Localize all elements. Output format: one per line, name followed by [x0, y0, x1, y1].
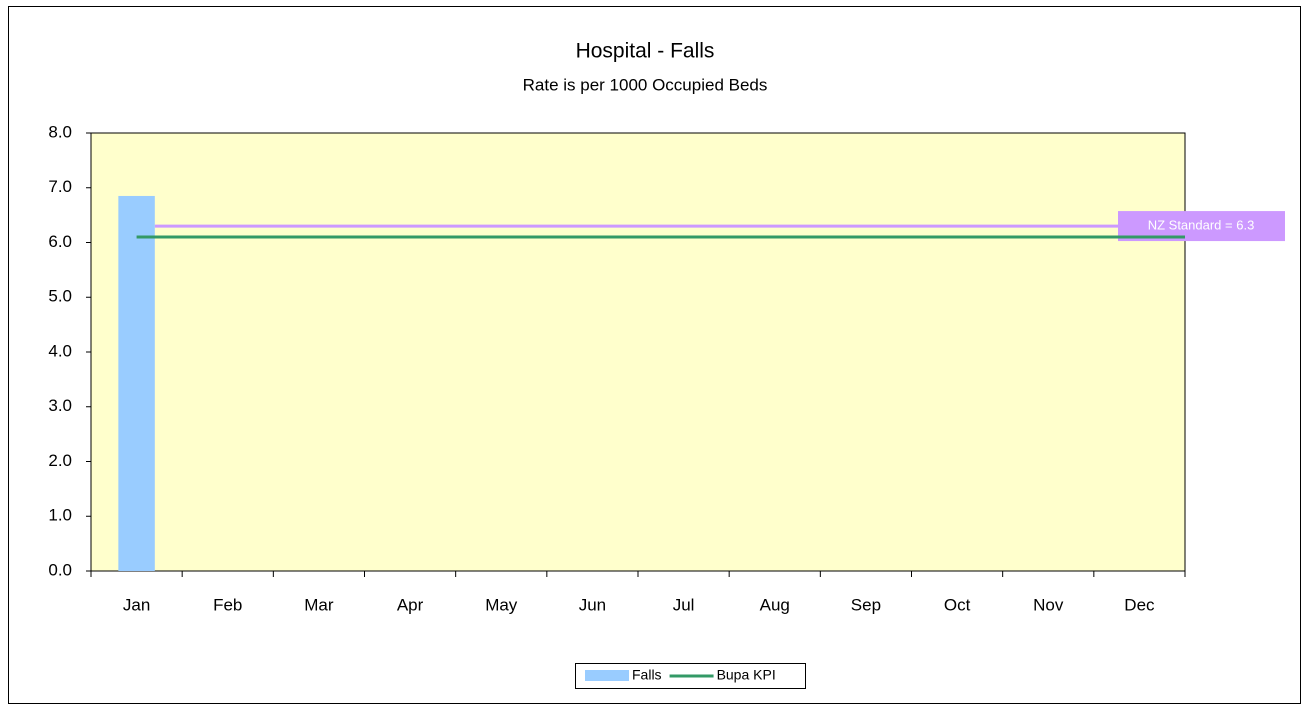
- x-tick-label: Jan: [123, 595, 150, 614]
- x-tick-label: Dec: [1124, 595, 1155, 614]
- y-tick-label: 3.0: [48, 396, 72, 415]
- chart-title: Hospital - Falls: [576, 40, 715, 63]
- y-tick-label: 5.0: [48, 287, 72, 306]
- chart-subtitle: Rate is per 1000 Occupied Beds: [523, 75, 768, 94]
- x-tick-label: Nov: [1033, 595, 1064, 614]
- legend-swatch: [585, 670, 629, 681]
- x-tick-label: Apr: [397, 595, 424, 614]
- bar: [118, 195, 155, 571]
- x-tick-label: Jul: [673, 595, 695, 614]
- x-tick-label: Sep: [851, 595, 881, 614]
- y-tick-label: 0.0: [48, 560, 72, 579]
- legend-label: Falls: [632, 667, 662, 683]
- y-tick-label: 7.0: [48, 177, 72, 196]
- reference-label: NZ Standard = 6.3: [1148, 218, 1255, 233]
- y-tick-label: 1.0: [48, 506, 72, 525]
- y-tick-label: 4.0: [48, 341, 72, 360]
- x-tick-label: Aug: [760, 595, 790, 614]
- x-tick-label: Oct: [944, 595, 971, 614]
- x-tick-label: May: [485, 595, 518, 614]
- y-tick-label: 8.0: [48, 122, 72, 141]
- legend-label: Bupa KPI: [717, 667, 776, 683]
- x-tick-label: Feb: [213, 595, 242, 614]
- x-tick-label: Mar: [304, 595, 334, 614]
- y-tick-label: 6.0: [48, 232, 72, 251]
- y-tick-label: 2.0: [48, 451, 72, 470]
- plot-area: [90, 132, 1186, 572]
- x-tick-label: Jun: [579, 595, 606, 614]
